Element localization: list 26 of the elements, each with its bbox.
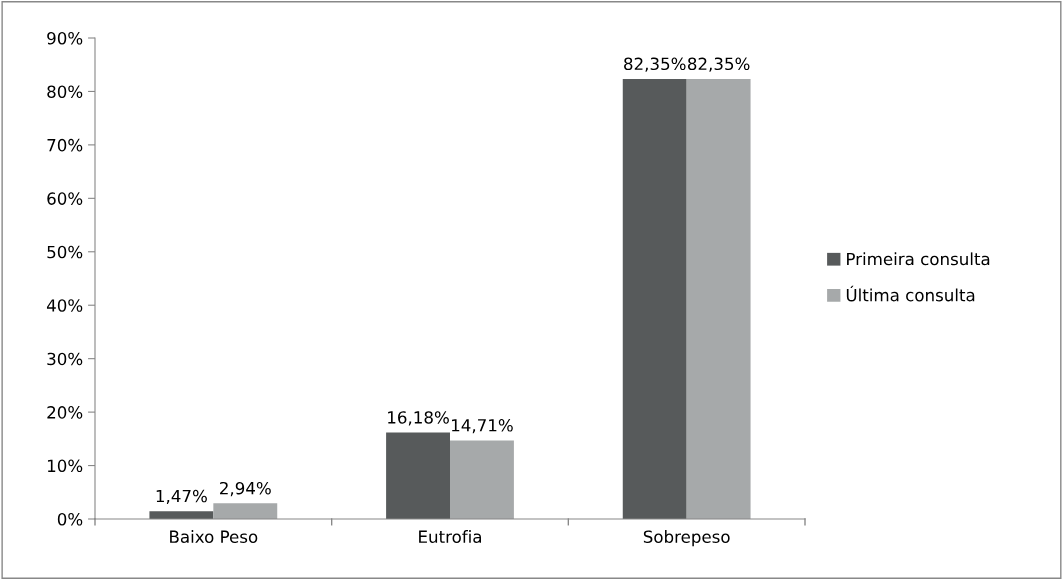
y-tick-label: 90% (47, 31, 83, 45)
x-tick-label: Eutrofia (419, 530, 481, 544)
x-tick-label: Sobrepeso (643, 530, 730, 547)
data-label: 2,94% (220, 481, 271, 497)
legend-label: Primeira consulta (847, 252, 990, 266)
y-tick-label: 80% (47, 85, 83, 99)
x-tick-label: Baixo Peso (170, 530, 258, 544)
data-label: 82,35% (624, 57, 686, 72)
y-tick-label: 40% (46, 299, 83, 312)
y-tick-label: 0% (57, 512, 83, 526)
bar (686, 78, 751, 519)
bar (386, 432, 450, 519)
data-label: 16,18% (388, 411, 449, 426)
data-label: 14,71% (452, 418, 513, 434)
data-label: 82,35% (687, 57, 750, 72)
bar (213, 503, 278, 519)
y-tick-label: 50% (47, 245, 83, 259)
y-tick-label: 30% (47, 352, 83, 366)
bar (450, 440, 514, 519)
y-tick-label: 20% (47, 406, 83, 419)
y-tick-label: 70% (47, 138, 83, 152)
bar (622, 78, 687, 519)
y-tick-label: 60% (47, 192, 83, 205)
data-label: 1,47% (156, 489, 207, 505)
legend-label: Última consulta (846, 285, 975, 302)
y-tick-label: 10% (47, 459, 83, 473)
